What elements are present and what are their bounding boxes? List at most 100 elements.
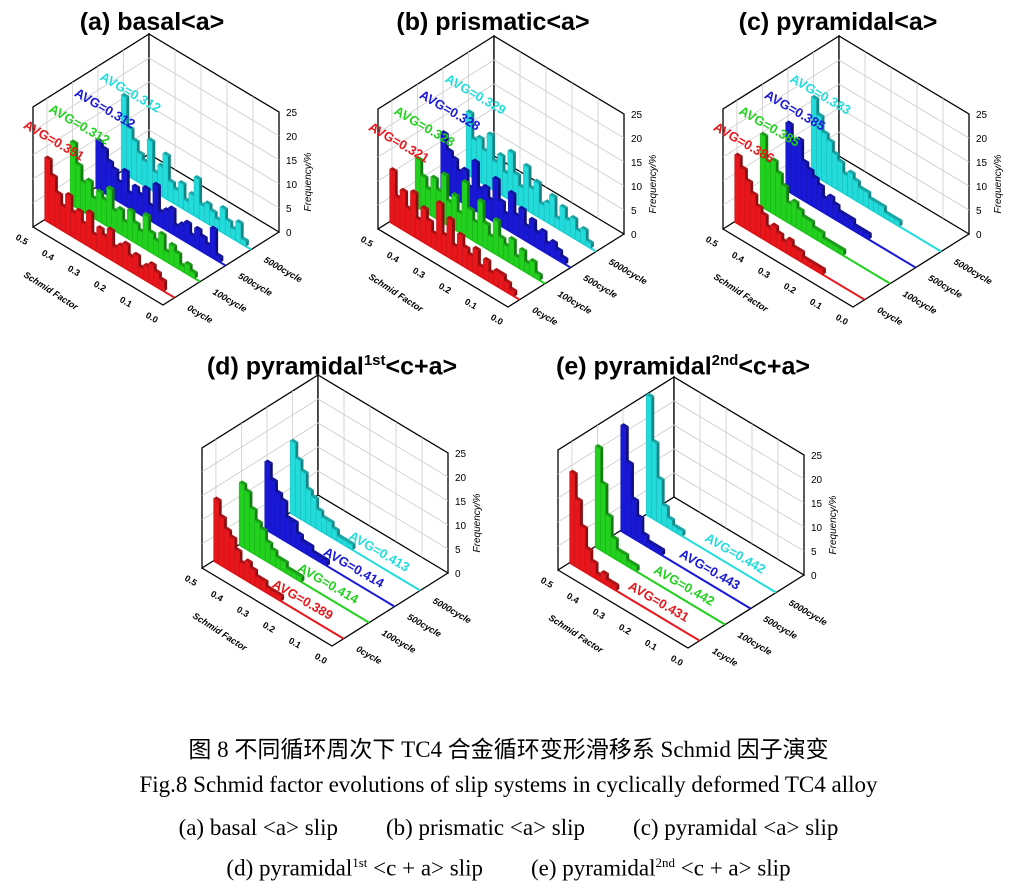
- bar: [837, 247, 844, 256]
- bar: [264, 540, 271, 564]
- bar-top: [142, 211, 152, 217]
- bar-top: [827, 239, 836, 245]
- bar-top: [631, 561, 640, 567]
- bar: [894, 218, 900, 227]
- bar-top: [311, 550, 320, 555]
- back-wall-right: [148, 32, 280, 234]
- bar-top: [832, 201, 841, 207]
- bar-top: [806, 217, 816, 223]
- bar-top: [493, 217, 502, 222]
- frequency-axis-label: Frequency/%: [472, 493, 483, 552]
- bar: [461, 180, 468, 238]
- bar-top: [96, 225, 105, 231]
- bar-top: [229, 534, 238, 540]
- bar: [96, 226, 103, 255]
- bar: [661, 504, 668, 528]
- schmid-tick-label: 0.1: [118, 294, 134, 309]
- bar: [770, 158, 776, 216]
- bar-top: [168, 241, 178, 247]
- bar-top: [285, 515, 294, 521]
- bar: [786, 238, 792, 257]
- bar-top: [801, 214, 810, 220]
- schmid-tick-label: 0.1: [808, 296, 824, 311]
- series-500cycle: AVG=0.385: [762, 87, 917, 269]
- bar: [631, 563, 637, 572]
- bar-top: [785, 120, 794, 126]
- schmid-tick-label: 0.2: [261, 620, 277, 635]
- bar-side: [843, 248, 847, 256]
- bar-top: [259, 526, 269, 532]
- bar-top: [127, 207, 136, 213]
- bar-top: [560, 254, 569, 260]
- bar: [285, 516, 291, 545]
- bar-top: [776, 230, 785, 236]
- bar-top: [873, 199, 882, 205]
- bar: [498, 272, 505, 291]
- schmid-tick-label: 0.4: [565, 591, 581, 606]
- frequency-tick-label: 10: [631, 182, 643, 193]
- caption-sub-e-suffix: <c + a> slip: [675, 855, 791, 881]
- bar: [289, 440, 296, 516]
- bar-top: [559, 203, 568, 209]
- bar: [538, 202, 545, 221]
- bar-top: [249, 505, 258, 511]
- bar: [523, 164, 529, 212]
- bar: [127, 208, 133, 242]
- bar-top: [750, 190, 759, 196]
- bar: [611, 582, 617, 592]
- bar-top: [430, 174, 439, 180]
- schmid-tick-label: 0.5: [14, 232, 30, 247]
- bar: [184, 262, 190, 276]
- bar-top: [570, 214, 579, 220]
- bar-side: [220, 255, 224, 263]
- bar: [172, 187, 179, 207]
- bar: [158, 278, 165, 292]
- bar: [275, 592, 282, 602]
- bar-top: [569, 469, 578, 475]
- bar: [238, 481, 245, 549]
- bar: [131, 139, 137, 182]
- panel-e-title-suffix: <c+a>: [738, 352, 810, 381]
- bar-top: [75, 207, 84, 213]
- frequency-tick-label: 5: [455, 545, 461, 556]
- frequency-tick-label: 20: [286, 132, 298, 143]
- bar: [70, 210, 77, 239]
- bar: [625, 461, 632, 538]
- bar-top: [512, 170, 522, 176]
- bar-top: [264, 459, 273, 465]
- bar-top: [86, 209, 95, 215]
- bar: [817, 266, 824, 276]
- bar: [549, 194, 555, 227]
- frequency-tick-label: 10: [286, 180, 298, 191]
- schmid-tick-label: 0.4: [385, 250, 401, 265]
- bar-top: [837, 158, 846, 164]
- bar-top: [133, 251, 142, 257]
- bar-top: [745, 178, 754, 184]
- frequency-tick-label: 20: [811, 475, 823, 486]
- bar-top: [111, 166, 120, 172]
- bar: [326, 519, 332, 538]
- schmid-tick-label: 0.5: [704, 234, 720, 249]
- caption-sub-b: (b) prismatic <a> slip: [385, 815, 586, 840]
- bar: [513, 213, 519, 237]
- bar-top: [285, 566, 295, 572]
- bar: [780, 184, 787, 222]
- bar-top: [295, 531, 304, 537]
- bar-top: [755, 203, 764, 209]
- bar: [430, 176, 437, 219]
- bar: [218, 515, 225, 568]
- bar: [462, 245, 468, 269]
- bar: [508, 191, 514, 234]
- schmid-tick-label: 0.5: [183, 573, 199, 588]
- bar: [259, 527, 266, 561]
- bar-top: [275, 555, 284, 560]
- bar-top: [831, 150, 841, 156]
- bar: [827, 194, 833, 219]
- bar-top: [441, 171, 450, 177]
- bar-top: [734, 152, 743, 158]
- bar-top: [96, 188, 105, 194]
- bar-top: [153, 268, 162, 274]
- bar-top: [606, 577, 615, 583]
- bar-top: [70, 139, 79, 145]
- bar: [121, 220, 128, 239]
